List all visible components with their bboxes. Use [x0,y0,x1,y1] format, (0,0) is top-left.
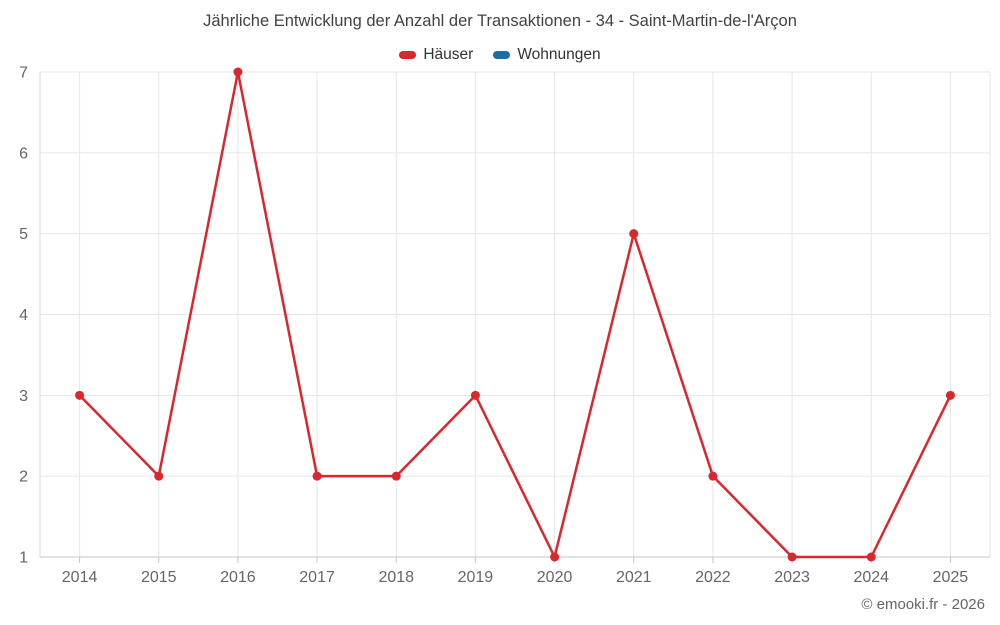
y-axis-label: 3 [19,388,28,405]
data-point[interactable] [312,471,322,481]
data-point[interactable] [470,390,480,400]
legend-item-wohnungen[interactable]: Wohnungen [493,46,601,64]
x-axis-label: 2017 [299,569,335,586]
x-axis-label: 2015 [141,569,177,586]
y-axis-label: 5 [19,226,28,243]
x-axis-label: 2025 [933,569,969,586]
data-point[interactable] [233,67,243,77]
y-axis-label: 2 [19,469,28,486]
data-point[interactable] [629,229,639,239]
data-point[interactable] [154,471,164,481]
data-point[interactable] [866,552,876,562]
x-axis-label: 2023 [774,569,810,586]
data-point[interactable] [75,390,85,400]
legend-label-wohnungen: Wohnungen [517,46,601,63]
x-axis-label: 2014 [62,569,98,586]
data-point[interactable] [391,471,401,481]
x-axis-label: 2024 [853,569,889,586]
y-axis-label: 6 [19,145,28,162]
data-point[interactable] [787,552,797,562]
data-point[interactable] [945,390,955,400]
x-axis-label: 2019 [458,569,494,586]
x-axis-label: 2016 [220,569,256,586]
legend-swatch-haeuser [399,51,417,59]
series-line-0 [78,70,952,559]
legend-item-haeuser[interactable]: Häuser [399,46,473,64]
y-axis-label: 1 [19,550,28,567]
x-axis-label: 2021 [616,569,652,586]
y-axis-label: 4 [19,307,28,324]
legend-swatch-wohnungen [493,51,511,59]
chart-title: Jährliche Entwicklung der Anzahl der Tra… [203,12,797,30]
x-axis-label: 2020 [537,569,573,586]
data-point[interactable] [550,552,560,562]
data-point[interactable] [708,471,718,481]
legend: Häuser Wohnungen [0,46,1000,64]
x-axis-label: 2018 [378,569,414,586]
y-axis-label: 7 [19,65,28,82]
legend-label-haeuser: Häuser [423,46,474,63]
copyright-text: © emooki.fr - 2026 [861,596,985,613]
x-axis-label: 2022 [695,569,731,586]
